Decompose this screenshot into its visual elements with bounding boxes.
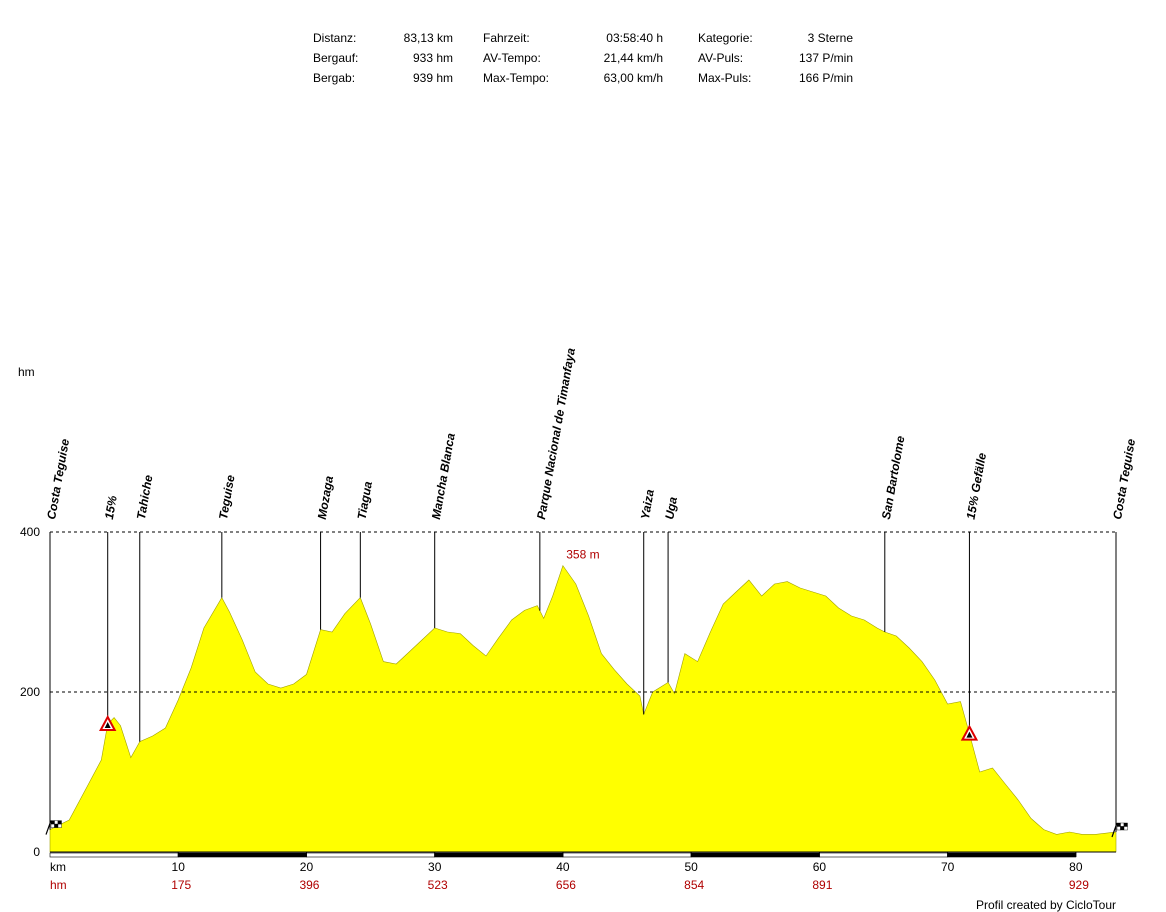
x-tick-label: 10 — [172, 860, 186, 874]
climb-value-label: 929 — [1069, 878, 1089, 892]
scale-bar-segment — [49, 852, 179, 858]
climb-value-label: 854 — [684, 878, 704, 892]
stat-distance: Distanz: 83,13 km — [313, 28, 453, 48]
waypoint-label: Costa Teguise — [44, 437, 72, 520]
stat-label: Max-Puls: — [698, 71, 752, 85]
warning-triangle-inner — [104, 722, 111, 728]
elevation-area — [49, 564, 1117, 853]
waypoint-label: Mozaga — [315, 474, 336, 520]
max-elevation-label: 358 m — [566, 548, 599, 562]
waypoint-label: Teguise — [216, 474, 238, 521]
waypoint-label: San Bartolome — [879, 434, 908, 520]
flag-pole — [1111, 822, 1118, 838]
climb-value-label: 175 — [171, 878, 191, 892]
scale-bar-segment — [434, 852, 564, 858]
waypoint-label: Mancha Blanca — [429, 432, 458, 521]
waypoint-label: Parque Nacional de Timanfaya — [534, 347, 578, 521]
x-tick-label: 20 — [300, 860, 314, 874]
climb-value-label: 656 — [556, 878, 576, 892]
stats-col-1: Distanz: 83,13 km Bergauf: 933 hm Bergab: 9… — [313, 28, 453, 88]
flag-pole — [45, 820, 52, 835]
stat-value: 939 hm — [412, 71, 453, 85]
x-axis-label: km — [50, 860, 66, 874]
checkered-flag-icon — [1116, 826, 1121, 831]
scale-bar-segment — [690, 852, 820, 858]
stats-col-3: Kategorie: 3 Sterne AV-Puls: 137 P/min Max… — [698, 28, 853, 88]
waypoint-label: 15% Gefälle — [964, 451, 990, 520]
y-tick-label: 0 — [33, 845, 40, 859]
checkered-flag-icon — [50, 820, 55, 825]
stat-value: 137 P/min — [798, 51, 853, 65]
scale-bar-segment — [819, 852, 948, 858]
checkered-flag-icon — [57, 823, 62, 828]
stat-label: Max-Tempo: — [483, 71, 550, 85]
waypoint-label: Yaiza — [638, 488, 657, 521]
stat-label: Fahrzeit: — [483, 31, 530, 45]
stats-col-2: Fahrzeit: 03:58:40 h AV-Tempo: 21,44 km/h … — [483, 28, 663, 88]
stat-value: 03:58:40 h — [606, 31, 663, 45]
scale-bar-segment — [306, 852, 435, 858]
scale-bar-segment — [562, 852, 692, 858]
x-tick-label: 50 — [684, 860, 698, 874]
checkered-flag-icon — [54, 820, 59, 825]
checkered-flag-icon — [1120, 822, 1125, 827]
checkered-flag-icon — [1120, 826, 1125, 831]
x-tick-label: 60 — [813, 860, 827, 874]
stat-climb: Bergauf: 933 hm — [313, 48, 453, 68]
checkered-flag-icon — [1123, 826, 1128, 831]
credit-text: Profil created by CicloTour — [975, 898, 1116, 912]
waypoint-label: Tahiche — [134, 474, 156, 521]
warning-triangle-inner — [966, 731, 973, 738]
checkered-flag-icon — [1116, 822, 1121, 827]
waypoint-label: Tiagua — [354, 480, 375, 521]
stat-value: 83,13 km — [403, 31, 453, 45]
y-tick-label: 400 — [20, 525, 40, 539]
stat-value: 933 hm — [412, 51, 453, 65]
climb-value-label: 396 — [299, 878, 319, 892]
scale-bar-segment — [947, 852, 1077, 858]
checkered-flag-icon — [1123, 822, 1128, 827]
stat-label: Bergauf: — [313, 51, 359, 65]
stat-descent: Bergab: 939 hm — [313, 68, 453, 88]
stat-value: 63,00 km/h — [603, 71, 663, 85]
stat-value: 3 Sterne — [807, 31, 853, 45]
waypoint-label: Uga — [662, 495, 680, 520]
climb-value-label: 891 — [812, 878, 832, 892]
checkered-flag-icon — [54, 823, 59, 828]
stat-ride-time: Fahrzeit: 03:58:40 h — [483, 28, 663, 48]
stat-value: 21,44 km/h — [603, 51, 663, 65]
stat-avg-pulse: AV-Puls: 137 P/min — [698, 48, 853, 68]
waypoint-label: 15% — [102, 494, 120, 520]
checkered-flag-icon — [57, 820, 62, 825]
stat-label: Bergab: — [313, 71, 356, 85]
x-tick-label: 80 — [1069, 860, 1083, 874]
stat-label: Distanz: — [313, 31, 357, 45]
stat-max-speed: Max-Tempo: 63,00 km/h — [483, 68, 663, 88]
climb-row-label: hm — [50, 878, 67, 892]
stat-label: AV-Tempo: — [483, 51, 541, 65]
stat-label: AV-Puls: — [698, 51, 744, 65]
stat-max-pulse: Max-Puls: 166 P/min — [698, 68, 853, 88]
y-axis-label: hm — [18, 365, 35, 379]
waypoint-label: Costa Teguise — [1110, 437, 1138, 520]
y-tick-label: 200 — [20, 685, 40, 699]
x-tick-label: 70 — [941, 860, 955, 874]
scale-bar-segment — [177, 852, 307, 858]
checkered-flag-icon — [50, 823, 55, 828]
climb-value-label: 523 — [428, 878, 448, 892]
x-tick-label: 30 — [428, 860, 442, 874]
stat-category: Kategorie: 3 Sterne — [698, 28, 853, 48]
stat-avg-speed: AV-Tempo: 21,44 km/h — [483, 48, 663, 68]
x-tick-label: 40 — [556, 860, 570, 874]
stat-value: 166 P/min — [798, 71, 853, 85]
stat-label: Kategorie: — [698, 31, 753, 45]
